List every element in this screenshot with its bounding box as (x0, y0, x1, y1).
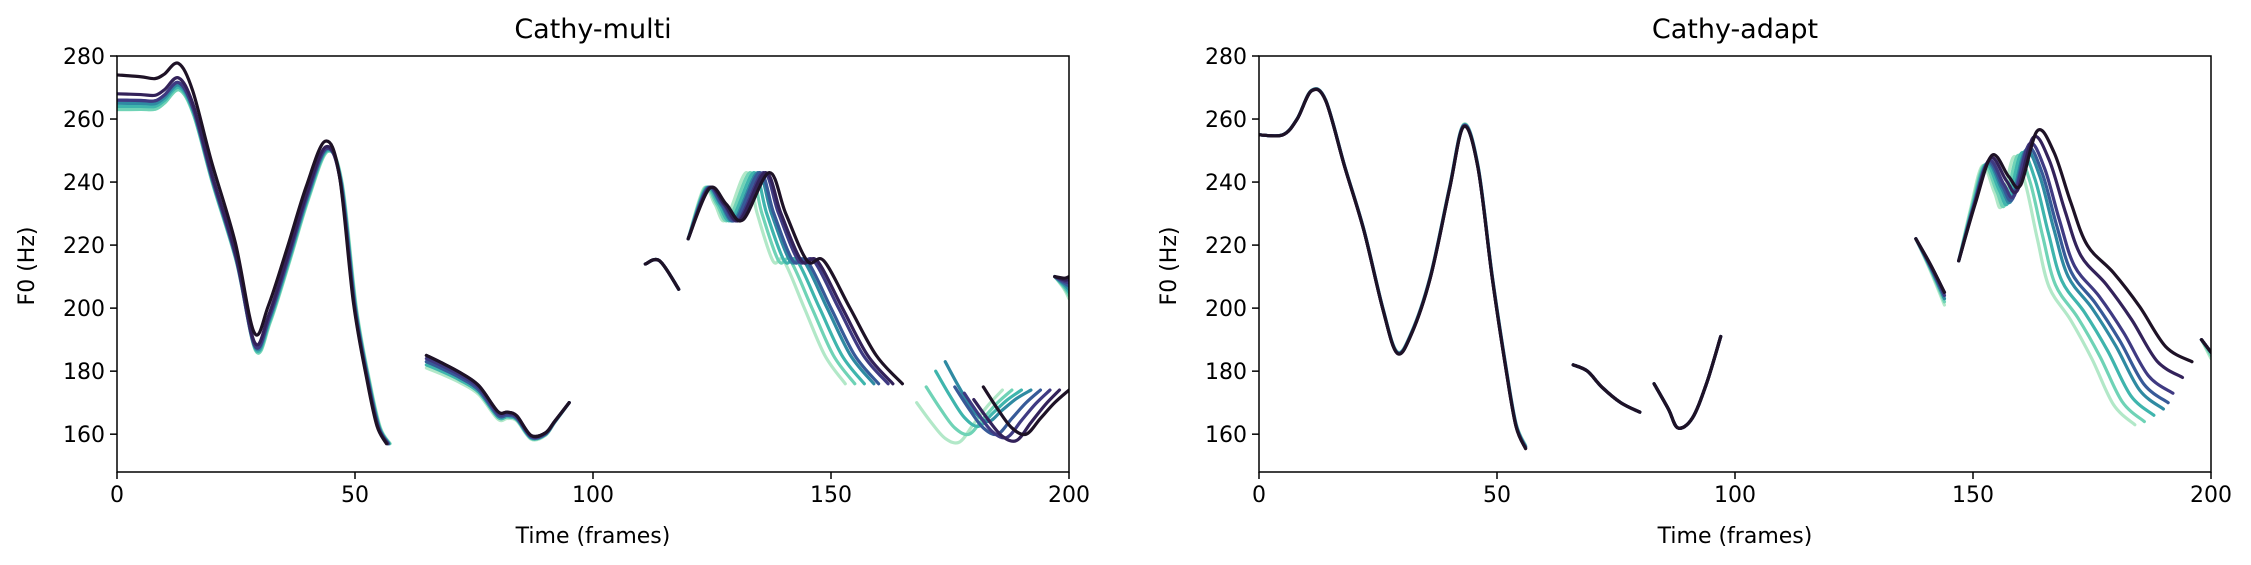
y-tick-label: 260 (1205, 108, 1247, 133)
segment-1-series-line (1259, 87, 1528, 451)
segment-3-series-line (1652, 334, 1723, 430)
y-tick-label: 280 (1205, 45, 1247, 70)
segment-1-series-line (117, 80, 390, 446)
segment-3-series-line (1652, 334, 1723, 430)
x-tick-label: 0 (1252, 483, 1266, 508)
segment-2-series-line (1571, 363, 1642, 414)
segment-2-series-line (424, 353, 571, 439)
segment-1-series-line (1259, 87, 1528, 447)
x-tick-label: 150 (1952, 483, 1994, 508)
segment-2-series-line (1571, 363, 1642, 414)
segment-3-series-line (1652, 334, 1723, 430)
segment-5-series-line (981, 385, 1069, 437)
segment-3-series-line (1652, 334, 1723, 430)
segment-1-series-line (1259, 87, 1528, 449)
segment-2-series-line (1571, 363, 1642, 414)
y-tick-label: 220 (63, 234, 105, 259)
y-tick-label: 200 (63, 297, 105, 322)
plot-frame (1258, 55, 2212, 473)
segment-2-series-line (1571, 363, 1642, 414)
x-tick-label: 200 (2190, 483, 2232, 508)
x-tick-label: 150 (810, 483, 852, 508)
chart-panel-cathy-multi: Cathy-multi Time (frames) F0 (Hz) 0 50 100… (15, 14, 1090, 549)
segment-3-series-line (1652, 334, 1723, 430)
y-tick-label: 240 (1205, 171, 1247, 196)
y-tick-label: 260 (63, 108, 105, 133)
segment-2-series-line (424, 356, 571, 440)
chart-title: Cathy-adapt (1652, 14, 1818, 45)
series-lines (1259, 87, 2211, 451)
segment-5-series-line (1957, 128, 2194, 364)
segment-2-series-line (1571, 363, 1642, 414)
y-axis-label: F0 (Hz) (15, 227, 40, 306)
x-tick-label: 200 (1048, 483, 1090, 508)
segment-1-series-line (1259, 87, 1528, 449)
ticks: 0 50 100 150 200 160 180 200 220 240 260 280 (1205, 45, 2232, 508)
y-tick-label: 180 (63, 360, 105, 385)
x-tick-label: 50 (341, 483, 369, 508)
segment-5-series-line (915, 388, 1004, 445)
x-tick-label: 50 (1483, 483, 1511, 508)
segment-3-series-line (643, 257, 681, 291)
segment-5-series-line (962, 388, 1052, 440)
segment-5-series-line (934, 369, 1023, 428)
segment-5-series-line (972, 388, 1062, 443)
chart-title: Cathy-multi (514, 14, 671, 45)
segment-2-series-line (1571, 363, 1642, 414)
y-tick-label: 280 (63, 45, 105, 70)
segment-4-series-line (686, 171, 847, 386)
segment-6-series-line (1053, 275, 1069, 280)
y-tick-label: 160 (1205, 423, 1247, 448)
x-axis-label: Time (frames) (515, 524, 671, 549)
series-lines (117, 61, 1069, 446)
y-axis-label: F0 (Hz) (1157, 227, 1182, 306)
segment-1-series-line (1259, 87, 1528, 450)
segment-3-series-line (1652, 334, 1723, 430)
y-tick-label: 200 (1205, 297, 1247, 322)
y-tick-label: 160 (63, 423, 105, 448)
segment-1-series-line (117, 61, 389, 446)
segment-3-series-line (1652, 334, 1723, 430)
segment-2-series-line (1571, 363, 1642, 414)
segment-1-series-line (1259, 87, 1528, 448)
segment-3-series-line (1652, 334, 1723, 430)
x-tick-label: 100 (1714, 483, 1756, 508)
y-tick-label: 240 (63, 171, 105, 196)
y-tick-label: 220 (1205, 234, 1247, 259)
x-tick-label: 100 (572, 483, 614, 508)
segment-1-series-line (1259, 87, 1528, 449)
segment-4-series-line (686, 171, 904, 386)
segment-5-series-line (924, 385, 1014, 437)
segment-1-series-line (1259, 87, 1528, 450)
x-tick-label: 0 (110, 483, 124, 508)
segment-4-series-line (1914, 237, 1947, 294)
y-tick-label: 180 (1205, 360, 1247, 385)
ticks: 0 50 100 150 200 160 180 200 220 240 260 280 (63, 45, 1090, 508)
x-axis-label: Time (frames) (1657, 524, 1813, 549)
plot-frame (116, 55, 1070, 473)
chart-panel-cathy-adapt: Cathy-adapt Time (frames) F0 (Hz) 0 50 100… (1157, 14, 2232, 549)
segment-5-series-line (1957, 145, 2170, 405)
segment-1-series-line (117, 76, 389, 446)
segment-2-series-line (1571, 363, 1642, 414)
